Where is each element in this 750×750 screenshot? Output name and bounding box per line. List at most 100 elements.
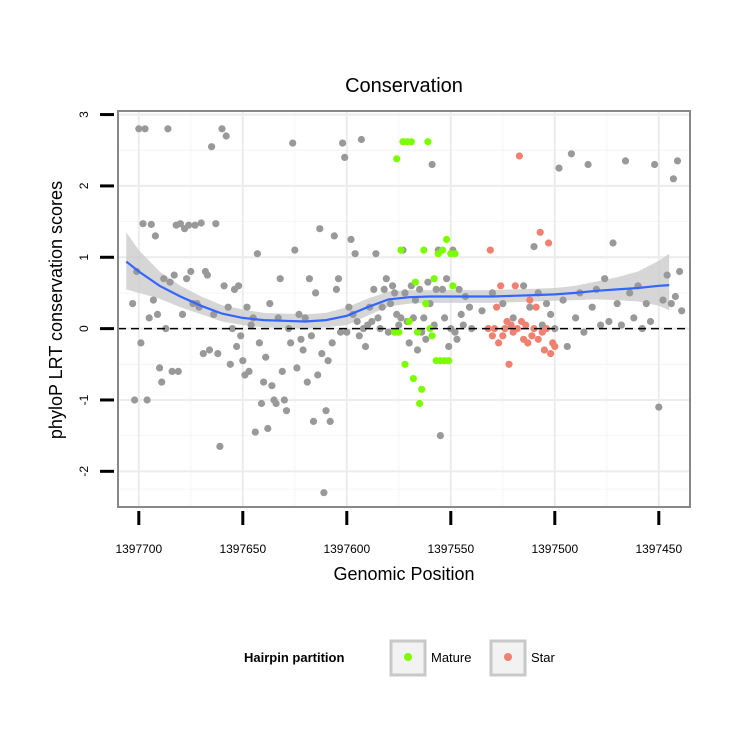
point-other xyxy=(443,275,451,283)
point-mature xyxy=(443,235,451,243)
point-other xyxy=(226,360,234,368)
point-other xyxy=(368,317,376,326)
point-other xyxy=(272,399,280,408)
point-star xyxy=(534,335,542,343)
point-other xyxy=(237,332,245,340)
point-other xyxy=(572,314,580,322)
y-tick-label: 0 xyxy=(77,325,91,332)
point-mature xyxy=(395,328,403,336)
point-other xyxy=(158,378,166,386)
point-star xyxy=(497,282,505,290)
point-other xyxy=(676,267,684,276)
point-other xyxy=(187,267,195,276)
point-other xyxy=(343,328,351,336)
point-other xyxy=(245,367,253,375)
point-star xyxy=(522,321,530,329)
point-other xyxy=(156,364,164,372)
point-other xyxy=(314,371,322,379)
point-other xyxy=(147,220,155,228)
point-other xyxy=(588,303,596,311)
point-other xyxy=(278,367,286,375)
point-other xyxy=(526,303,534,311)
point-other xyxy=(436,432,444,440)
point-other xyxy=(276,275,284,283)
x-tick-label: 1397500 xyxy=(531,542,578,556)
point-other xyxy=(357,135,365,144)
point-other xyxy=(370,285,378,293)
point-other xyxy=(339,139,347,147)
point-other xyxy=(424,278,432,286)
x-tick-label: 1397650 xyxy=(219,542,266,556)
point-other xyxy=(326,417,334,425)
point-other xyxy=(646,317,655,326)
point-other xyxy=(260,378,268,386)
point-other xyxy=(166,278,174,286)
point-other xyxy=(303,378,311,386)
point-star xyxy=(490,325,499,333)
point-other xyxy=(139,220,147,228)
point-mature xyxy=(418,385,426,393)
point-other xyxy=(341,153,349,161)
point-other xyxy=(178,310,187,318)
point-other xyxy=(164,125,172,133)
point-other xyxy=(183,275,191,283)
point-other xyxy=(621,157,630,165)
point-other xyxy=(143,396,151,404)
point-other xyxy=(416,285,424,293)
point-other xyxy=(253,250,261,258)
point-other xyxy=(667,300,675,308)
point-other xyxy=(191,221,199,229)
point-other xyxy=(597,321,605,329)
point-other xyxy=(509,314,517,322)
point-other xyxy=(630,314,638,322)
point-other xyxy=(488,289,496,297)
point-other xyxy=(220,282,228,290)
point-mature xyxy=(407,138,415,146)
point-mature xyxy=(416,399,424,408)
smooth-line xyxy=(125,260,670,323)
y-tick-label: 1 xyxy=(77,254,91,261)
point-other xyxy=(129,300,137,308)
point-star xyxy=(515,152,524,160)
point-other xyxy=(312,289,320,297)
point-other xyxy=(153,310,162,318)
point-other xyxy=(334,275,343,283)
point-other xyxy=(671,292,680,301)
point-other xyxy=(380,285,388,293)
point-other xyxy=(170,271,178,279)
point-other xyxy=(162,325,170,333)
point-other xyxy=(295,310,303,318)
x-tick-label: 1397450 xyxy=(635,542,682,556)
point-other xyxy=(149,296,157,304)
point-other xyxy=(337,328,345,336)
point-star xyxy=(540,346,549,354)
point-other xyxy=(151,232,159,240)
point-other xyxy=(320,489,328,497)
point-other xyxy=(520,282,528,290)
point-other xyxy=(642,300,650,308)
x-tick-label: 1397700 xyxy=(115,542,162,556)
legend-dot-mature xyxy=(404,653,412,661)
point-other xyxy=(391,289,399,297)
point-other xyxy=(318,350,326,358)
point-other xyxy=(222,132,230,140)
point-other xyxy=(555,164,563,172)
point-star xyxy=(536,228,544,236)
point-other xyxy=(197,219,205,227)
point-other xyxy=(208,143,216,151)
point-other xyxy=(389,282,397,290)
point-other xyxy=(174,367,182,375)
point-other xyxy=(673,157,682,165)
point-star xyxy=(526,296,534,304)
point-other xyxy=(441,314,449,322)
point-other xyxy=(168,367,176,375)
point-other xyxy=(264,424,272,433)
point-other xyxy=(324,357,332,365)
point-other xyxy=(605,317,613,326)
point-star xyxy=(486,246,494,254)
point-other xyxy=(559,296,567,304)
point-other xyxy=(205,346,214,354)
point-other xyxy=(428,160,436,169)
point-other xyxy=(268,382,276,390)
point-other xyxy=(459,321,467,329)
